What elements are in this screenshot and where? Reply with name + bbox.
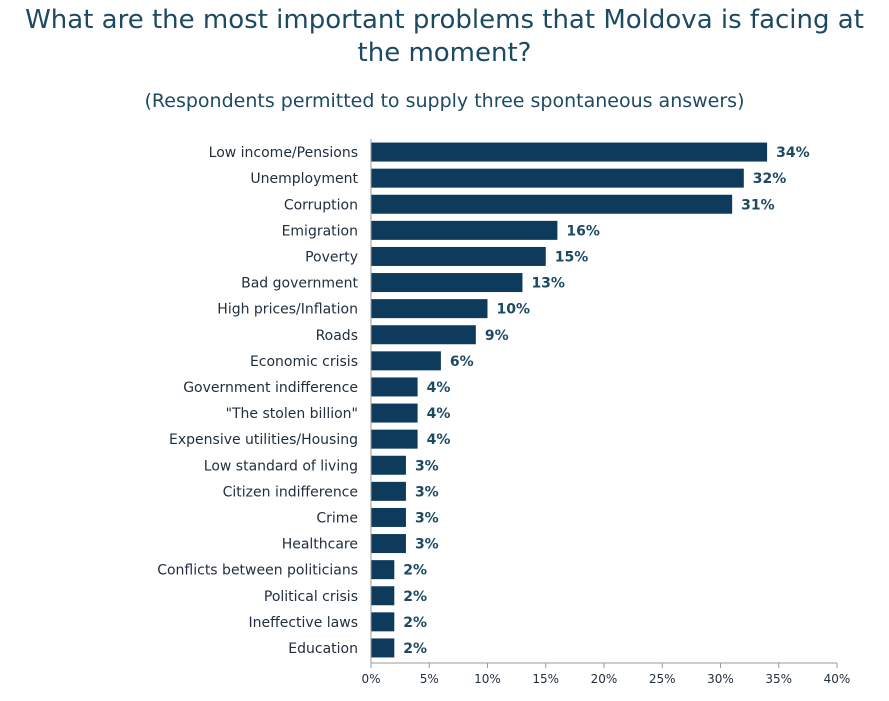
category-label: Education: [288, 641, 358, 657]
bar: [371, 194, 733, 214]
bar: [371, 351, 441, 371]
data-label: 4%: [427, 432, 451, 448]
data-label: 2%: [403, 589, 427, 605]
bar: [371, 246, 546, 266]
x-tick-label: 25%: [649, 672, 676, 686]
bar: [371, 273, 523, 293]
data-label: 2%: [403, 641, 427, 657]
data-label: 32%: [753, 171, 787, 187]
category-label: Poverty: [305, 249, 358, 265]
bar: [371, 142, 768, 162]
data-label: 4%: [427, 406, 451, 422]
bar: [371, 168, 744, 188]
data-label: 31%: [741, 197, 775, 213]
x-tick-label: 10%: [474, 672, 501, 686]
bar: [371, 220, 558, 240]
data-label: 3%: [415, 510, 439, 526]
category-label: Conflicts between politicians: [157, 563, 358, 579]
category-label: Healthcare: [282, 537, 358, 553]
bar: [371, 586, 395, 606]
bar: [371, 325, 476, 345]
category-label: Roads: [316, 328, 358, 344]
x-tick-label: 0%: [361, 672, 380, 686]
category-label: Unemployment: [250, 171, 358, 187]
x-tick-label: 40%: [824, 672, 851, 686]
data-label: 2%: [403, 563, 427, 579]
bar: [371, 299, 488, 319]
category-label: Crime: [316, 510, 358, 526]
category-label: Emigration: [282, 223, 358, 239]
data-label: 3%: [415, 484, 439, 500]
bar: [371, 612, 395, 632]
x-tick-label: 35%: [765, 672, 792, 686]
data-label: 4%: [427, 380, 451, 396]
bar: [371, 638, 395, 658]
chart-title: What are the most important problems tha…: [25, 5, 864, 68]
data-label: 34%: [776, 145, 810, 161]
category-label: Expensive utilities/Housing: [169, 432, 358, 448]
bar: [371, 377, 418, 397]
category-label: Citizen indifference: [223, 484, 358, 500]
data-label: 3%: [415, 458, 439, 474]
data-label: 16%: [566, 223, 600, 239]
data-label: 15%: [555, 249, 589, 265]
category-label: Political crisis: [264, 589, 358, 605]
category-label: "The stolen billion": [226, 406, 358, 422]
bar: [371, 507, 406, 527]
category-label: Low income/Pensions: [209, 145, 358, 161]
x-tick-label: 30%: [707, 672, 734, 686]
x-tick-label: 20%: [591, 672, 618, 686]
bar: [371, 534, 406, 554]
bar: [371, 403, 418, 423]
bar: [371, 481, 406, 501]
data-label: 9%: [485, 328, 509, 344]
data-label: 6%: [450, 354, 474, 370]
x-tick-label: 15%: [532, 672, 559, 686]
data-label: 2%: [403, 615, 427, 631]
bar: [371, 429, 418, 449]
x-tick-label: 5%: [420, 672, 439, 686]
data-label: 3%: [415, 537, 439, 553]
category-label: Government indifference: [183, 380, 358, 396]
bar: [371, 455, 406, 475]
category-label: Economic crisis: [250, 354, 358, 370]
category-label: Low standard of living: [204, 458, 358, 474]
data-label: 10%: [497, 302, 531, 318]
chart-subtitle: (Respondents permitted to supply three s…: [144, 90, 745, 112]
data-label: 13%: [531, 276, 565, 292]
category-label: Bad government: [241, 276, 358, 292]
category-label: Ineffective laws: [248, 615, 358, 631]
bar: [371, 560, 395, 580]
category-label: Corruption: [284, 197, 358, 213]
category-label: High prices/Inflation: [217, 302, 358, 318]
